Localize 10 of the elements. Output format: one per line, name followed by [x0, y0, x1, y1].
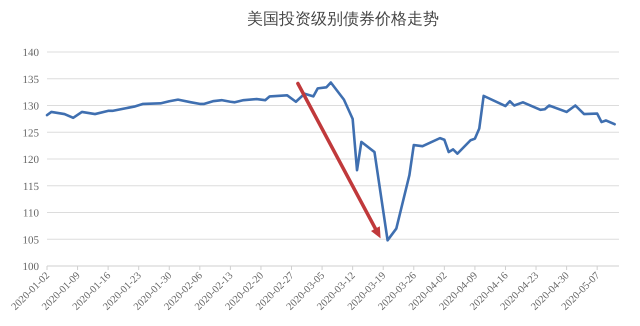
y-tick-label: 120 — [22, 154, 40, 166]
title: 美国投资级别债券价格走势 — [247, 11, 439, 28]
y-tick-label: 130 — [22, 100, 40, 112]
y-tick-label: 125 — [22, 127, 40, 140]
y-tick-label: 115 — [22, 180, 40, 193]
y-tick-label: 135 — [22, 74, 40, 86]
y-tick-label: 100 — [22, 261, 40, 273]
y-tick-label: 110 — [22, 208, 40, 220]
y-tick-label: 140 — [22, 47, 40, 59]
y-tick-label: 105 — [22, 234, 40, 246]
